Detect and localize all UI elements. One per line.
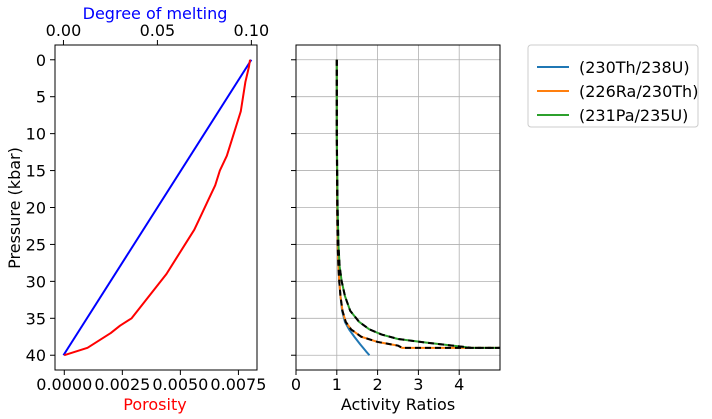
left-top-tick-label: 0.05 [140,21,176,40]
legend-items: (230Th/238U) (226Ra/230Th) (231Pa/235U) [537,58,698,125]
left-x-axis-label: Porosity [123,395,186,414]
left-y-tick-label: 15 [26,162,46,181]
melting-degree-line [62,59,253,356]
left-x-tick-label: 0.0000 [36,375,92,394]
dashed-overlay-line [335,59,500,349]
right-panel: 0 1 2 3 4 Activity Ratios [291,44,501,414]
left-y-axis-label: Pressure (kbar) [5,147,24,269]
left-x-tick-label: 0.0050 [152,375,208,394]
legend-label: (230Th/238U) [579,58,690,77]
left-y-tick-label: 40 [26,346,46,365]
left-x-tick-label: 0.0025 [94,375,150,394]
legend-label: (226Ra/230Th) [579,82,698,101]
left-y-tick-label: 20 [26,199,46,218]
left-top-axis-label: Degree of melting [83,4,228,23]
left-y-tick-label: 25 [26,235,46,254]
right-x-axis-label: Activity Ratios [341,395,455,414]
left-bottom-ticks: 0.0000 0.0025 0.0050 0.0075 [36,370,266,394]
left-y-tick-label: 0 [36,51,46,70]
left-y-ticks: 0 5 10 15 20 25 30 35 40 [26,51,55,365]
left-top-tick-label: 0.10 [234,21,270,40]
left-y-tick-label: 5 [36,88,46,107]
left-series-group [62,59,253,357]
left-y-tick-label: 10 [26,125,46,144]
right-x-tick-label: 0 [291,375,301,394]
right-x-tick-label: 4 [454,375,464,394]
right-x-tick-label: 1 [332,375,342,394]
left-x-tick-label: 0.0075 [210,375,266,394]
porosity-line [63,59,252,357]
right-x-ticks: 0 1 2 3 4 [291,370,464,394]
right-x-tick-label: 3 [413,375,423,394]
left-panel: 0.0000 0.0025 0.0050 0.0075 0.00 0.05 0.10 0 5… [5,4,269,414]
left-y-tick-label: 35 [26,309,46,328]
legend-box [527,44,699,128]
left-y-tick-label: 30 [26,272,46,291]
legend-label: (231Pa/235U) [579,106,688,125]
right-x-tick-label: 2 [373,375,383,394]
left-top-ticks: 0.00 0.05 0.10 [46,21,270,45]
legend: (230Th/238U) (226Ra/230Th) (231Pa/235U) [527,44,699,128]
right-series-group [335,59,500,356]
left-top-tick-label: 0.00 [46,21,82,40]
right-y-ticks [291,59,296,356]
